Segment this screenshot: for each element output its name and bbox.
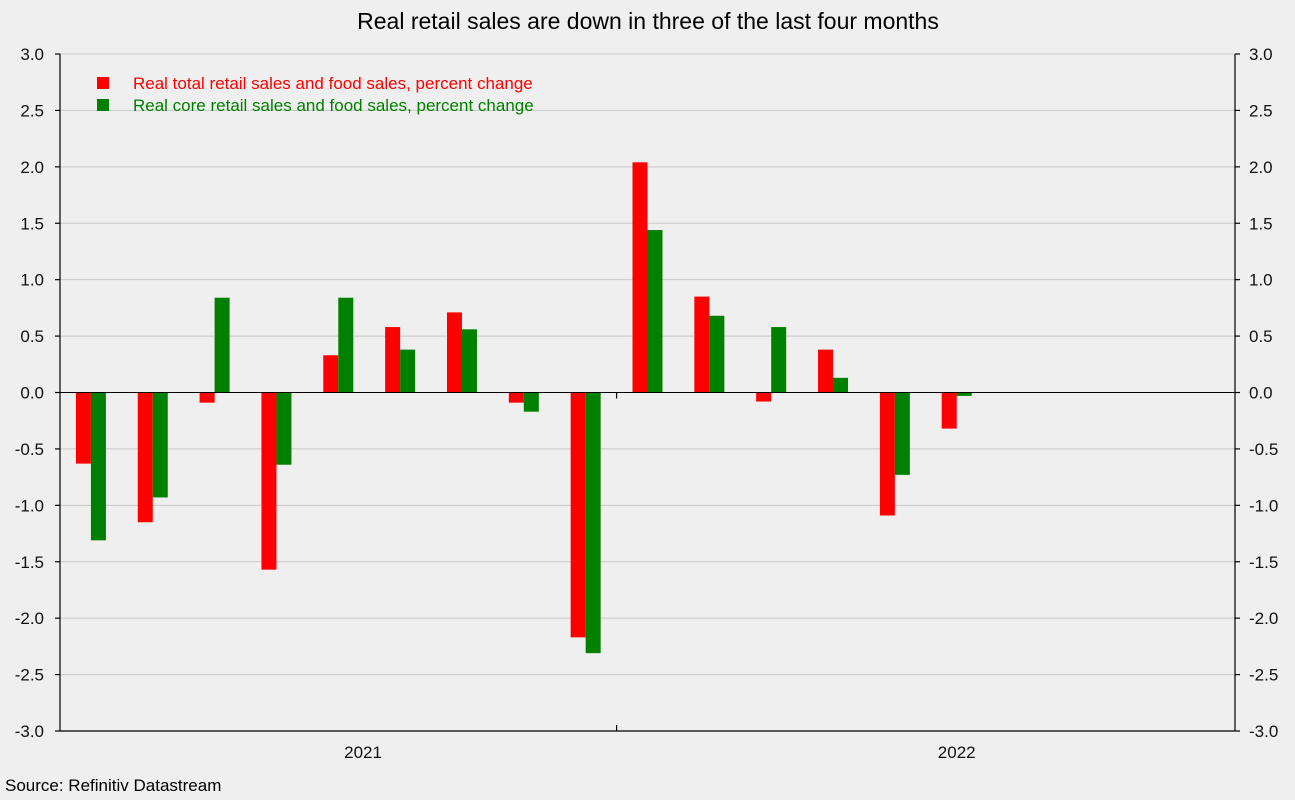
bar-core-retail xyxy=(461,329,477,393)
y-tick-label-right: -2.5 xyxy=(1249,666,1278,685)
y-tick-label-left: 0.5 xyxy=(20,327,44,346)
bar-core-retail xyxy=(833,377,849,393)
y-tick-label-left: -1.0 xyxy=(15,496,44,515)
axes: 3.0 3.0 2.5 2.5 2.0 2.0 1.5 1.5 1.0 1.0 0.5 0.5 0.0 0… xyxy=(15,45,1279,762)
legend: Real total retail sales and food sales, … xyxy=(97,74,534,115)
y-tick-label-right: -3.0 xyxy=(1249,722,1278,741)
y-tick-label-left: 1.5 xyxy=(20,214,44,233)
bar-total-retail xyxy=(879,392,895,516)
x-year-label: 2021 xyxy=(344,743,382,762)
bar-total-retail xyxy=(570,392,586,638)
bar-total-retail xyxy=(941,392,957,429)
y-tick-label-right: 2.0 xyxy=(1249,158,1273,177)
chart-title: Real retail sales are down in three of t… xyxy=(357,8,939,34)
bars xyxy=(75,162,972,654)
y-tick-label-right: -1.0 xyxy=(1249,496,1278,515)
source-note: Source: Refinitiv Datastream xyxy=(5,776,221,795)
bar-total-retail xyxy=(694,296,710,393)
y-tick-label-left: -1.5 xyxy=(15,553,44,572)
y-tick-label-right: 2.5 xyxy=(1249,101,1273,120)
y-tick-label-left: -0.5 xyxy=(15,440,44,459)
bar-total-retail xyxy=(508,392,524,403)
bar-core-retail xyxy=(152,392,168,498)
y-tick-label-left: 0.0 xyxy=(20,384,44,403)
x-year-label: 2022 xyxy=(938,743,976,762)
y-tick-label-right: -1.5 xyxy=(1249,553,1278,572)
y-tick-label-right: -0.5 xyxy=(1249,440,1278,459)
y-tick-label-left: -2.5 xyxy=(15,666,44,685)
y-tick-label-left: 2.5 xyxy=(20,101,44,120)
bar-total-retail xyxy=(323,355,339,393)
bar-core-retail xyxy=(276,392,292,465)
bar-total-retail xyxy=(261,392,277,570)
bar-core-retail xyxy=(214,297,230,393)
bar-core-retail xyxy=(771,327,787,393)
y-tick-label-left: 1.0 xyxy=(20,271,44,290)
bar-core-retail xyxy=(338,297,354,393)
bar-core-retail xyxy=(956,392,972,396)
y-tick-label-right: -2.0 xyxy=(1249,609,1278,628)
bar-total-retail xyxy=(446,312,462,393)
bar-core-retail xyxy=(647,230,663,393)
y-tick-label-right: 0.5 xyxy=(1249,327,1273,346)
legend-label: Real total retail sales and food sales, … xyxy=(133,74,533,93)
y-tick-label-left: 3.0 xyxy=(20,45,44,64)
bar-total-retail xyxy=(756,392,772,402)
y-tick-label-left: 2.0 xyxy=(20,158,44,177)
legend-swatch xyxy=(97,77,109,89)
y-tick-label-left: -2.0 xyxy=(15,609,44,628)
y-tick-label-right: 0.0 xyxy=(1249,384,1273,403)
y-tick-label-left: -3.0 xyxy=(15,722,44,741)
y-tick-label-right: 1.5 xyxy=(1249,214,1273,233)
legend-swatch xyxy=(97,99,109,111)
y-tick-label-right: 3.0 xyxy=(1249,45,1273,64)
legend-label: Real core retail sales and food sales, p… xyxy=(133,96,534,115)
bar-total-retail xyxy=(818,349,834,393)
bar-total-retail xyxy=(385,327,401,393)
bar-core-retail xyxy=(894,392,910,475)
bar-core-retail xyxy=(523,392,539,412)
bar-total-retail xyxy=(199,392,215,403)
bar-total-retail xyxy=(75,392,91,464)
bar-core-retail xyxy=(90,392,106,541)
y-tick-label-right: 1.0 xyxy=(1249,271,1273,290)
bar-core-retail xyxy=(400,349,416,393)
bar-core-retail xyxy=(585,392,601,654)
bar-core-retail xyxy=(709,315,725,393)
bar-total-retail xyxy=(632,162,648,393)
bar-total-retail xyxy=(137,392,153,523)
